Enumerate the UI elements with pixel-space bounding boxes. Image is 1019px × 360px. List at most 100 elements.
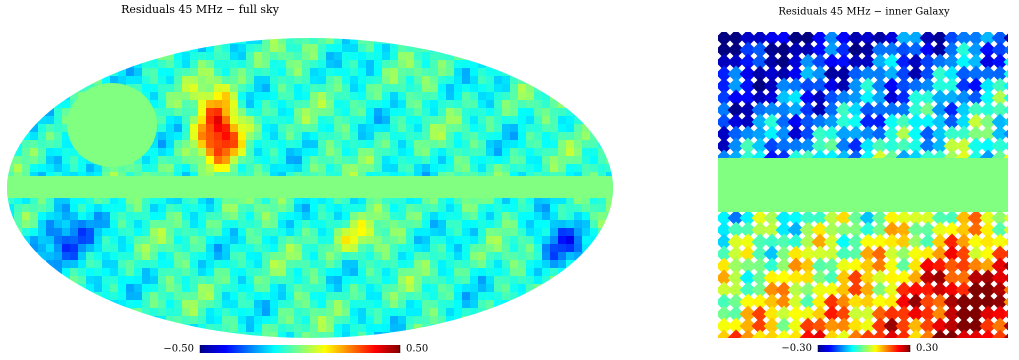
- map-pixel: [835, 269, 853, 287]
- map-pixel: [991, 233, 1008, 251]
- map-pixel: [835, 257, 853, 275]
- map-pixel: [502, 292, 510, 300]
- map-pixel: [78, 236, 86, 244]
- map-pixel: [70, 38, 78, 44]
- map-pixel: [126, 76, 134, 84]
- map-pixel: [270, 44, 278, 52]
- map-pixel: [182, 116, 190, 124]
- map-pixel: [190, 324, 198, 332]
- map-pixel: [510, 124, 518, 132]
- map-pixel: [931, 233, 949, 251]
- map-pixel: [590, 92, 598, 100]
- map-pixel: [278, 236, 286, 244]
- map-pixel: [446, 196, 454, 204]
- map-pixel: [126, 332, 134, 338]
- map-pixel: [262, 38, 270, 44]
- map-pixel: [366, 212, 374, 220]
- map-pixel: [110, 38, 118, 44]
- map-pixel: [751, 89, 769, 107]
- map-pixel: [14, 52, 22, 60]
- map-pixel: [310, 116, 318, 124]
- map-pixel: [158, 284, 166, 292]
- map-pixel: [46, 276, 54, 284]
- map-pixel: [582, 292, 590, 300]
- map-pixel: [174, 196, 182, 204]
- map-pixel: [470, 140, 478, 148]
- map-pixel: [270, 60, 278, 68]
- map-pixel: [150, 244, 158, 252]
- map-pixel: [342, 84, 350, 92]
- map-pixel: [158, 124, 166, 132]
- map-pixel: [358, 92, 366, 100]
- map-pixel: [238, 84, 246, 92]
- map-pixel: [478, 132, 486, 140]
- map-pixel: [374, 300, 382, 308]
- map-pixel: [470, 148, 478, 156]
- map-pixel: [811, 53, 829, 71]
- map-pixel: [278, 284, 286, 292]
- map-pixel: [550, 140, 558, 148]
- map-pixel: [318, 84, 326, 92]
- map-pixel: [278, 148, 286, 156]
- map-pixel: [550, 236, 558, 244]
- map-pixel: [1003, 329, 1008, 338]
- map-pixel: [206, 60, 214, 68]
- map-pixel: [326, 84, 334, 92]
- map-pixel: [366, 292, 374, 300]
- map-pixel: [326, 124, 334, 132]
- map-pixel: [847, 281, 865, 299]
- map-pixel: [542, 92, 550, 100]
- map-pixel: [358, 100, 366, 108]
- map-pixel: [967, 137, 985, 155]
- map-pixel: [94, 308, 102, 316]
- map-pixel: [787, 233, 805, 251]
- map-pixel: [54, 76, 62, 84]
- map-pixel: [390, 244, 398, 252]
- map-pixel: [558, 148, 566, 156]
- map-pixel: [486, 132, 494, 140]
- map-pixel: [494, 124, 502, 132]
- map-pixel: [262, 236, 270, 244]
- map-pixel: [422, 228, 430, 236]
- map-pixel: [46, 60, 54, 68]
- map-pixel: [174, 38, 182, 44]
- map-pixel: [835, 41, 853, 59]
- map-pixel: [550, 38, 558, 44]
- map-pixel: [406, 92, 414, 100]
- map-pixel: [174, 148, 182, 156]
- map-pixel: [534, 220, 542, 228]
- map-pixel: [454, 236, 462, 244]
- map-pixel: [422, 156, 430, 164]
- map-pixel: [302, 132, 310, 140]
- map-pixel: [366, 244, 374, 252]
- map-pixel: [871, 32, 889, 47]
- map-pixel: [883, 245, 901, 263]
- map-pixel: [150, 60, 158, 68]
- map-pixel: [246, 276, 254, 284]
- map-pixel: [54, 324, 62, 332]
- map-pixel: [230, 124, 238, 132]
- map-pixel: [470, 324, 478, 332]
- map-pixel: [566, 292, 574, 300]
- map-pixel: [542, 196, 550, 204]
- map-pixel: [590, 76, 598, 84]
- map-pixel: [422, 164, 430, 172]
- map-pixel: [286, 52, 294, 60]
- map-pixel: [342, 292, 350, 300]
- map-pixel: [14, 292, 22, 300]
- map-pixel: [582, 260, 590, 268]
- map-pixel: [318, 244, 326, 252]
- map-pixel: [835, 53, 853, 71]
- map-pixel: [574, 236, 582, 244]
- map-pixel: [206, 228, 214, 236]
- map-pixel: [318, 324, 326, 332]
- map-pixel: [342, 212, 350, 220]
- map-pixel: [727, 209, 745, 227]
- map-pixel: [262, 284, 270, 292]
- map-pixel: [991, 293, 1008, 311]
- map-pixel: [246, 60, 254, 68]
- map-pixel: [430, 268, 438, 276]
- map-pixel: [118, 196, 126, 204]
- map-pixel: [70, 316, 78, 324]
- map-pixel: [342, 92, 350, 100]
